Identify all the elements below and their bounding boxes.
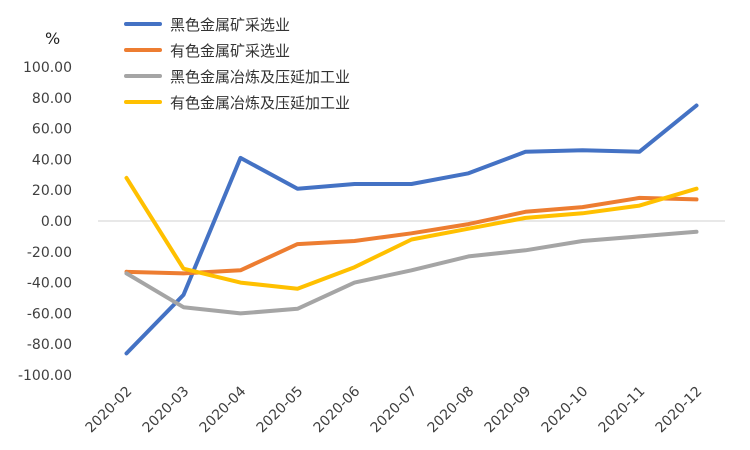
- y-tick-label: -100.00: [18, 368, 72, 384]
- y-tick-label: -20.00: [27, 245, 72, 261]
- x-tick-label: 2020-07: [368, 384, 421, 437]
- x-axis-ticks: 2020-02 2020-03 2020-04 2020-05 2020-06 2020-…: [83, 383, 706, 436]
- x-tick-label: 2020-05: [254, 384, 307, 437]
- x-tick-label: 2020-04: [197, 383, 250, 436]
- y-tick-label: -80.00: [27, 337, 72, 353]
- y-tick-label: 0.00: [41, 214, 72, 230]
- series-line: [124, 195, 699, 276]
- y-tick-label: 100.00: [23, 60, 72, 76]
- series-line: [124, 175, 699, 291]
- y-tick-label: -40.00: [27, 276, 72, 292]
- x-tick-label: 2020-09: [482, 384, 535, 437]
- x-tick-label: 2020-03: [140, 384, 193, 437]
- x-tick-label: 2020-12: [653, 384, 706, 437]
- legend-label: 黑色金属冶炼及压延加工业: [170, 68, 350, 86]
- series-group: [124, 103, 699, 356]
- y-tick-label: 40.00: [32, 152, 72, 168]
- x-tick-label: 2020-11: [596, 384, 649, 437]
- series-line: [124, 229, 699, 316]
- y-tick-label: -60.00: [27, 306, 72, 322]
- y-tick-label: 80.00: [32, 91, 72, 107]
- legend-label: 有色金属矿采选业: [170, 42, 290, 60]
- legend-label: 黑色金属矿采选业: [170, 16, 290, 34]
- legend-label: 有色金属冶炼及压延加工业: [170, 94, 350, 112]
- y-tick-label: 20.00: [32, 183, 72, 199]
- x-tick-label: 2020-06: [311, 383, 364, 436]
- x-tick-label: 2020-10: [539, 384, 592, 437]
- y-tick-label: 60.00: [32, 122, 72, 138]
- x-tick-label: 2020-08: [425, 384, 478, 437]
- series-line: [124, 103, 699, 356]
- y-axis-label: %: [45, 29, 60, 48]
- y-axis-ticks: 100.00 80.00 60.00 40.00 20.00 0.00 -20.00 -40.…: [18, 60, 72, 384]
- x-tick-label: 2020-02: [83, 384, 136, 437]
